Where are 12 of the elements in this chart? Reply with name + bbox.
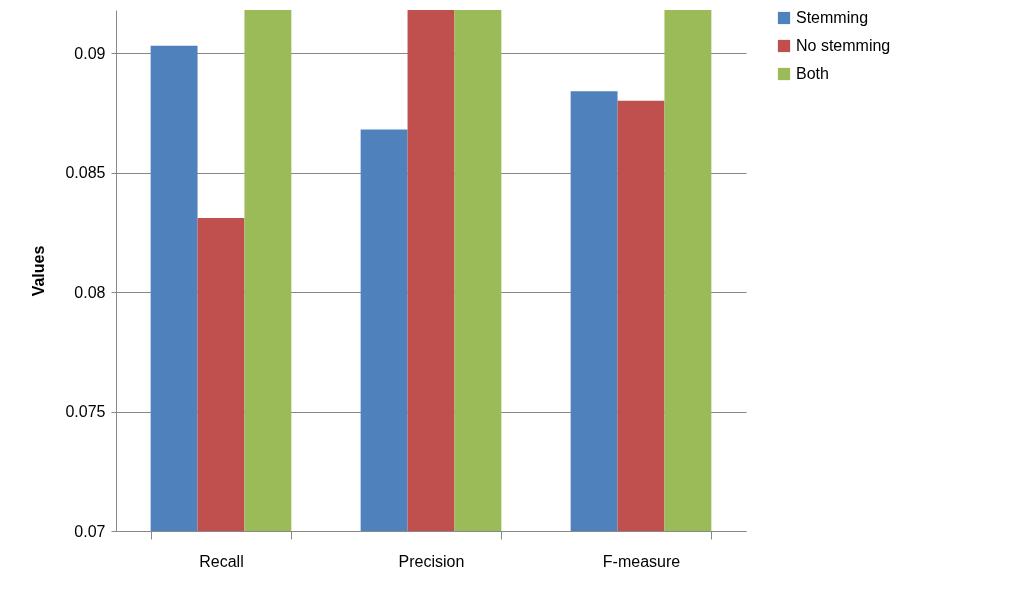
- y-tick-label: 0.07: [74, 522, 106, 540]
- legend-label: No stemming: [796, 37, 891, 54]
- y-axis-title: Values: [30, 245, 48, 297]
- legend-label: Stemming: [796, 9, 869, 26]
- y-tick-label: 0.08: [74, 283, 106, 301]
- y-tick-label: 0.085: [65, 164, 106, 182]
- x-tick-label: F-measure: [602, 552, 681, 570]
- y-tick-label: 0.075: [65, 403, 106, 420]
- legend-label: Both: [796, 65, 829, 82]
- y-tick-label: 0.09: [74, 44, 106, 62]
- x-tick-label: Precision: [398, 552, 465, 570]
- x-tick-label: Recall: [199, 552, 244, 570]
